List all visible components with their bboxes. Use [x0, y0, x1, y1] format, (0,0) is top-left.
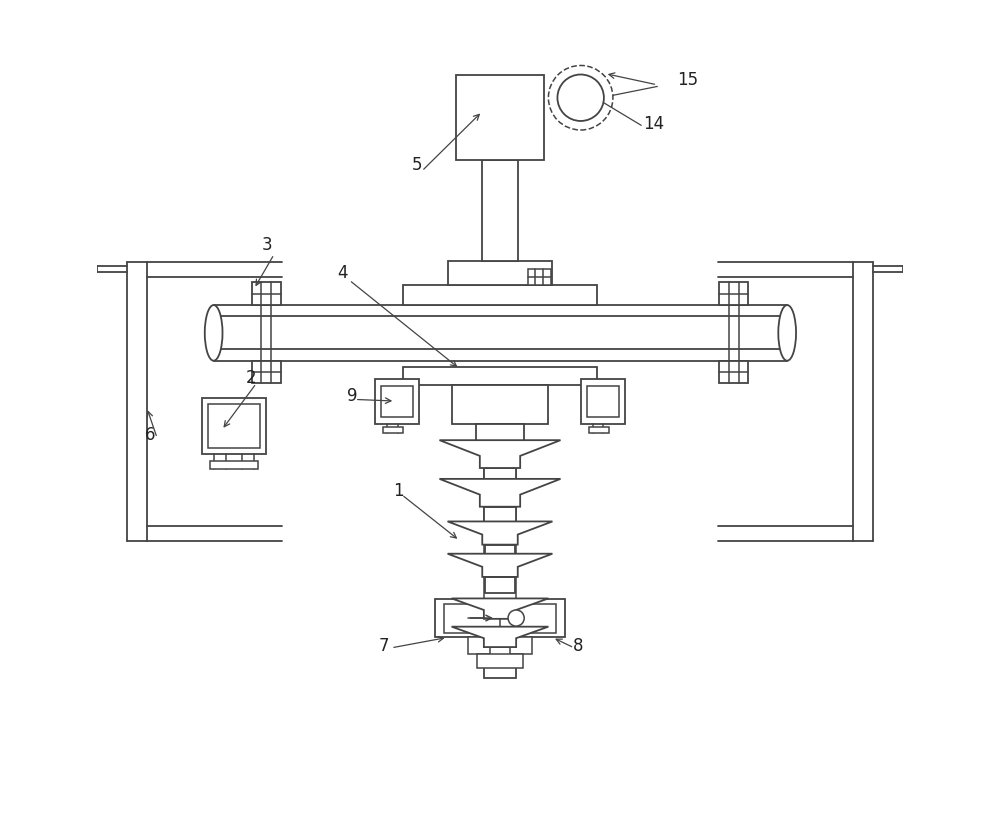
Bar [435, 599, 565, 637]
Text: 5: 5 [411, 156, 422, 174]
Bar [452, 385, 548, 424]
Bar [476, 424, 524, 444]
Bar [589, 427, 609, 434]
Polygon shape [448, 522, 552, 544]
Bar [202, 398, 266, 454]
Polygon shape [448, 553, 552, 577]
Bar [477, 654, 523, 668]
Bar [484, 629, 516, 647]
Bar [482, 603, 518, 617]
Text: 4: 4 [337, 264, 348, 283]
Bar [484, 507, 516, 525]
Bar [719, 361, 748, 383]
Bar [587, 385, 619, 417]
Circle shape [508, 610, 524, 626]
Polygon shape [440, 440, 560, 468]
Polygon shape [452, 627, 548, 647]
Text: 3: 3 [262, 236, 273, 254]
Bar [403, 368, 597, 385]
Bar [485, 577, 515, 593]
Ellipse shape [205, 305, 223, 361]
Bar [482, 160, 518, 261]
Bar [719, 283, 748, 305]
Bar [480, 647, 520, 663]
Bar [252, 361, 281, 383]
Polygon shape [452, 598, 548, 619]
Text: 15: 15 [677, 71, 699, 89]
Ellipse shape [778, 305, 796, 361]
Bar [456, 75, 544, 160]
Bar [252, 283, 281, 305]
Circle shape [557, 74, 604, 121]
Bar [444, 604, 556, 632]
Bar [468, 637, 490, 654]
Bar [581, 379, 625, 424]
Text: 6: 6 [145, 425, 156, 443]
Text: 2: 2 [246, 369, 257, 387]
Bar [487, 619, 513, 629]
Bar [208, 404, 260, 447]
Bar [403, 285, 597, 305]
Bar [448, 261, 552, 285]
Text: 9: 9 [347, 387, 357, 405]
Bar [510, 637, 532, 654]
Polygon shape [440, 479, 560, 507]
Bar [375, 379, 419, 424]
Bar [484, 468, 516, 482]
Bar [210, 460, 258, 469]
Bar [485, 544, 515, 557]
Text: 7: 7 [379, 637, 390, 655]
Circle shape [548, 65, 613, 130]
Text: 14: 14 [644, 115, 665, 133]
Bar [528, 269, 551, 285]
Bar [383, 427, 403, 434]
Text: 8: 8 [573, 637, 583, 655]
Bar [381, 385, 413, 417]
Text: 1: 1 [394, 482, 404, 500]
Bar [484, 663, 516, 678]
